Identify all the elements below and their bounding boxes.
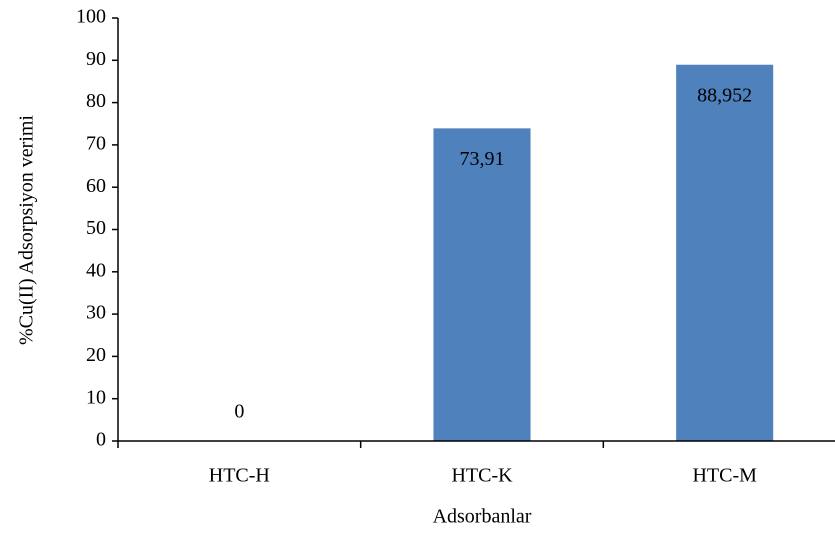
- y-axis-title: %Cu(II) Adsorpsiyon verimi: [16, 115, 38, 345]
- y-tick-label: 100: [76, 6, 106, 28]
- x-axis-title: Adsorbanlar: [433, 506, 532, 528]
- y-tick-label: 50: [86, 217, 106, 239]
- x-tick-label: HTC-H: [209, 465, 270, 487]
- y-tick-label: 0: [96, 429, 106, 451]
- y-tick-label: 70: [86, 132, 106, 154]
- value-label: 0: [234, 401, 244, 423]
- value-label: 88,952: [697, 84, 752, 106]
- value-label: 73,91: [460, 148, 505, 170]
- bar: [676, 64, 774, 442]
- x-tick-label: HTC-M: [692, 465, 757, 487]
- y-tick-label: 30: [86, 302, 106, 324]
- y-tick-label: 10: [86, 386, 106, 408]
- x-tick-label: HTC-K: [451, 465, 513, 487]
- y-tick-label: 20: [86, 344, 106, 366]
- y-tick-label: 90: [86, 48, 106, 70]
- y-tick-label: 40: [86, 259, 106, 281]
- bar: [433, 128, 531, 441]
- y-tick-label: 60: [86, 175, 106, 197]
- y-tick-label: 80: [86, 90, 106, 112]
